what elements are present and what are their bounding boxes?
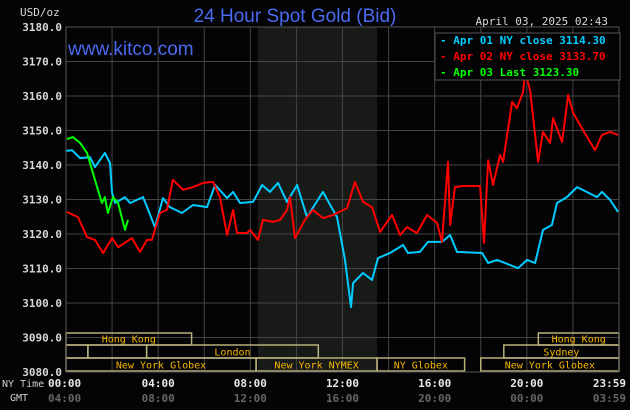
y-axis-ticks: 3180.0 3170.0 3160.0 3150.0 3140.0 3130.0 3120… xyxy=(22,21,62,379)
legend-box xyxy=(434,32,621,81)
chart-title: 24 Hour Spot Gold (Bid) xyxy=(194,6,397,27)
x-tick-label-gmt: 08:00 xyxy=(142,392,175,405)
session-box: NY Globex xyxy=(376,357,466,372)
legend-entry: - Apr 01 NY close 3114.30 xyxy=(440,34,606,47)
y-tick-label: 3120.0 xyxy=(22,228,62,241)
timestamp: April 03, 2025 02:43 xyxy=(476,15,608,28)
x-tick-label-ny: 08:00 xyxy=(234,377,267,390)
session-label: Hong Kong xyxy=(552,335,606,346)
series-lines xyxy=(65,70,619,309)
y-tick-label: 3170.0 xyxy=(22,56,62,69)
y-tick-label: 3100.0 xyxy=(22,297,62,310)
x-tick-label-gmt: 00:00 xyxy=(510,392,543,405)
legend-entry: - Apr 02 NY close 3133.70 xyxy=(440,50,606,63)
y-tick-label: 3110.0 xyxy=(22,263,62,276)
watermark: www.kitco.com xyxy=(67,39,194,60)
y-tick-label: 3150.0 xyxy=(22,125,62,138)
y-tick-label: 3140.0 xyxy=(22,159,62,172)
session-label: London xyxy=(214,348,250,359)
x-tick-label-gmt: 16:00 xyxy=(326,392,359,405)
ny-time-label: NY Time xyxy=(2,379,44,390)
session-label: New York NYMEX xyxy=(274,361,358,372)
session-label: New York Globex xyxy=(505,361,595,372)
x-tick-label-gmt: 20:00 xyxy=(418,392,451,405)
x-tick-label-ny: 16:00 xyxy=(418,377,451,390)
y-axis-unit: USD/oz xyxy=(20,6,60,19)
x-tick-label-ny: 23:59 xyxy=(593,377,626,390)
series-line-1 xyxy=(65,149,619,309)
x-tick-label-ny: 00:00 xyxy=(48,377,81,390)
gmt-label: GMT xyxy=(10,393,28,404)
plot-border xyxy=(65,26,620,373)
y-tick-label: 3080.0 xyxy=(22,366,62,379)
market-sessions: Hong Kong Hong Kong London Sydney New York G… xyxy=(65,332,620,372)
session-label: NY Globex xyxy=(394,361,448,372)
series-line-3 xyxy=(66,136,129,231)
x-tick-label-ny: 04:00 xyxy=(142,377,175,390)
series-line-2 xyxy=(66,70,619,254)
legend-entry: - Apr 03 Last 3123.30 xyxy=(440,66,579,79)
y-tick-label: 3160.0 xyxy=(22,90,62,103)
y-tick-label: 3180.0 xyxy=(22,21,62,34)
y-tick-label: 3090.0 xyxy=(22,332,62,345)
session-label: Sydney xyxy=(543,348,579,359)
x-tick-label-gmt: 04:00 xyxy=(48,392,81,405)
x-tick-label-gmt: 03:59 xyxy=(593,392,626,405)
x-tick-label-gmt: 12:00 xyxy=(234,392,267,405)
x-axis-ticks: 00:00 04:00 04:00 08:00 08:00 12:00 12:00 16:00… xyxy=(48,377,626,405)
session-label: Hong Kong xyxy=(102,335,156,346)
x-tick-label-ny: 12:00 xyxy=(326,377,359,390)
session-label: New York Globex xyxy=(116,361,206,372)
x-tick-label-ny: 20:00 xyxy=(510,377,543,390)
y-tick-label: 3130.0 xyxy=(22,194,62,207)
legend: - Apr 01 NY close 3114.30 - Apr 02 NY clo… xyxy=(434,32,621,81)
